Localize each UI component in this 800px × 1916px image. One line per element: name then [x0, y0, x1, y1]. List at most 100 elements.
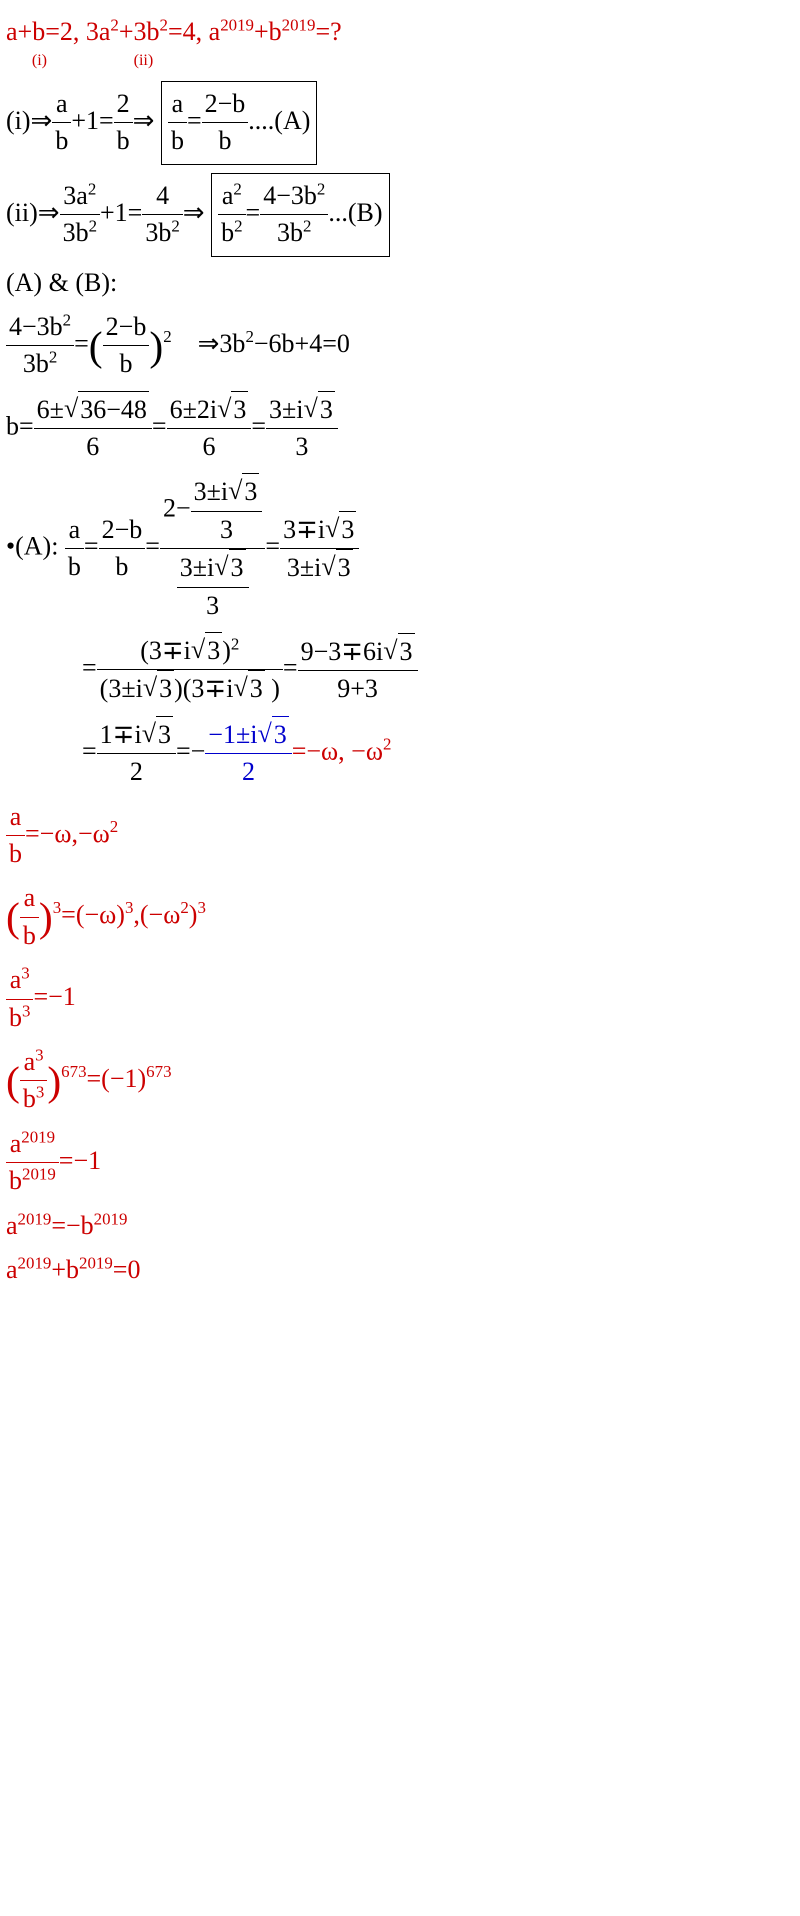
n2k: 2−b — [202, 86, 249, 123]
dd7n: 3 — [177, 588, 249, 624]
sq8h: 3 — [233, 670, 264, 707]
d3i: b — [221, 218, 234, 247]
n6j: 3±i — [269, 395, 304, 424]
t6e: = — [152, 411, 167, 440]
f12: a3b3 — [6, 962, 33, 1036]
sq6c: 36−48 — [64, 391, 149, 428]
d2f: b — [114, 123, 133, 159]
n5d: 2−b — [103, 309, 150, 346]
d8m: 9+3 — [298, 671, 418, 707]
f9b: 1∓i32 — [97, 716, 176, 791]
s3h: 2 — [233, 179, 241, 198]
f7l: 3±i33 — [177, 549, 249, 624]
s13b: 3 — [36, 1083, 44, 1102]
d9h: 2 — [205, 754, 291, 790]
s3l: 2 — [303, 216, 311, 235]
line-5: 4−3b23b2=(2−bb)2 ⇒3b2−6b+4=0 — [6, 309, 794, 383]
d6h: 6 — [167, 429, 252, 465]
s5e: 2 — [163, 327, 171, 346]
d2c: b — [52, 123, 71, 159]
s9i: 2 — [383, 735, 391, 754]
r6c: 36−48 — [78, 391, 149, 428]
line-6: b=6±36−486=6±2i36=3±i33 — [6, 391, 794, 466]
lp5: ( — [89, 323, 103, 369]
line-8: =(3∓i3)2(3±i3)(3∓i3 )=9−3∓6i39+3 — [82, 632, 794, 708]
d3c: 3b — [63, 218, 89, 247]
n3b: 3a — [63, 181, 88, 210]
s3f: 2 — [171, 216, 179, 235]
s14b: 2019 — [22, 1164, 56, 1183]
r7s: 3 — [336, 549, 353, 586]
t15a: a — [6, 1211, 18, 1240]
d8i: ) — [265, 674, 280, 703]
f14: a2019b2019 — [6, 1126, 59, 1200]
d5e: b — [103, 346, 150, 382]
t7o: = — [265, 532, 280, 561]
d11b: b — [20, 918, 39, 954]
t6i: = — [251, 411, 266, 440]
t1c: , 3a — [73, 17, 111, 46]
line-13: (a3b3)673=(−1)673 — [6, 1044, 794, 1118]
s3k: 2 — [317, 179, 325, 198]
under-i: a+b=2 (i) — [6, 14, 73, 73]
s8d: 2 — [231, 634, 239, 653]
n9f: −1±i — [208, 720, 257, 749]
d10b: b — [6, 836, 25, 872]
d2i: b — [168, 123, 187, 159]
t11c: =(−ω) — [61, 900, 125, 929]
rp5: ) — [149, 323, 163, 369]
d7f: b — [99, 549, 146, 585]
line-12: a3b3=−1 — [6, 962, 794, 1036]
lp13: ( — [6, 1058, 20, 1104]
t1e: 3b — [134, 17, 160, 46]
n7p: 3∓i — [283, 515, 325, 544]
f7e: 2−bb — [99, 512, 146, 586]
d3l: 3b — [277, 218, 303, 247]
d7c: b — [65, 549, 84, 585]
n12a: a — [10, 965, 22, 994]
line-10: ab=−ω,−ω2 — [6, 799, 794, 873]
rp13: ) — [47, 1058, 61, 1104]
s12b: 3 — [22, 1001, 30, 1020]
t9a: = — [82, 736, 97, 765]
t5g: −6b+4=0 — [254, 329, 350, 358]
n6b: 6± — [37, 395, 64, 424]
t7g: = — [145, 532, 160, 561]
t16c: =0 — [113, 1255, 141, 1284]
line-14: a2019b2019=−1 — [6, 1126, 794, 1200]
t14c: =−1 — [59, 1146, 101, 1175]
f3h: a2b2 — [218, 178, 245, 252]
t2a: (i)⇒ — [6, 106, 52, 135]
n7e: 2−b — [99, 512, 146, 549]
sup2: 2 — [160, 15, 168, 34]
r9c: 3 — [156, 716, 173, 753]
d12b: b — [9, 1003, 22, 1032]
t16b: +b — [51, 1255, 79, 1284]
d2l: b — [202, 123, 249, 159]
t1g: =4, a — [168, 17, 220, 46]
f5d: 2−bb — [103, 309, 150, 383]
line-16: a2019+b2019=0 — [6, 1252, 794, 1288]
n2e: 2 — [114, 86, 133, 123]
n2h: a — [168, 86, 187, 123]
s5b: 2 — [49, 348, 57, 367]
t7d: = — [84, 532, 99, 561]
f6f: 6±2i36 — [167, 391, 252, 466]
f11: ab — [20, 880, 39, 954]
t10c: =−ω,−ω — [25, 818, 110, 847]
s3c: 2 — [89, 216, 97, 235]
sq7j: 3 — [228, 473, 259, 510]
t3d: +1= — [100, 198, 142, 227]
t2j: = — [187, 106, 202, 135]
t1i: =? — [315, 17, 341, 46]
t11d: ,(−ω — [133, 900, 180, 929]
sq6k: 3 — [304, 391, 335, 428]
n3k: 4−3b — [263, 181, 317, 210]
s16b: 2019 — [79, 1253, 113, 1272]
t8j: = — [283, 653, 298, 682]
f6b: 6±36−486 — [34, 391, 152, 466]
line-15: a2019=−b2019 — [6, 1208, 794, 1244]
box-b: a2b2=4−3b23b2...(B) — [211, 173, 389, 257]
eq1-bot: (i) — [6, 50, 73, 73]
t8a: = — [82, 653, 97, 682]
